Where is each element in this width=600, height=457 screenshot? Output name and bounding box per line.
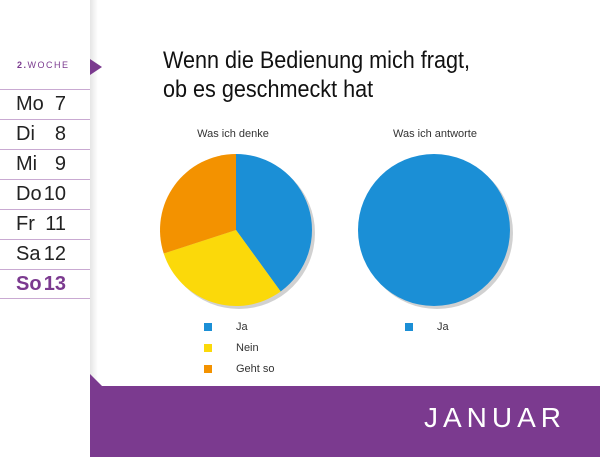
day-name: Mo (16, 93, 44, 115)
month-footer: JANUAR (90, 386, 600, 457)
day-date: 9 (54, 153, 66, 175)
sidebar-shadow (90, 0, 98, 457)
week-label: 2.WOCHE (17, 60, 70, 70)
day-row-mo: Mo 7 (0, 89, 90, 119)
week-number: 2. (17, 60, 28, 70)
legend-item-ja: Ja (204, 316, 275, 337)
day-date: 8 (54, 123, 66, 145)
day-name: Fr (16, 213, 35, 235)
calendar-sidebar: 2.WOCHE Mo 7 Di 8 Mi 9 Do 10 Fr 11 Sa 12 So 13 (0, 0, 90, 457)
legend-swatch (204, 343, 212, 352)
day-date: 10 (43, 183, 66, 205)
legend-item-ja: Ja (405, 316, 449, 337)
legend-think: Ja Nein Geht so (204, 316, 275, 379)
day-row-so-today: So 13 (0, 269, 90, 299)
month-label: JANUAR (423, 402, 566, 433)
day-row-fr: Fr 11 (0, 209, 90, 239)
legend-swatch (204, 322, 212, 331)
legend-answer: Ja (405, 316, 449, 337)
legend-label: Ja (437, 320, 449, 333)
day-row-mi: Mi 9 (0, 149, 90, 179)
day-date: 12 (43, 243, 66, 265)
day-row-do: Do 10 (0, 179, 90, 209)
footer-notch (90, 374, 102, 386)
pie-slice-geht-so (160, 154, 236, 254)
pie-chart-think (160, 154, 315, 309)
day-name: Di (16, 123, 35, 145)
legend-label: Nein (236, 341, 259, 354)
page-title: Wenn die Bedienung mich fragt, ob es ges… (163, 46, 470, 104)
day-name: Do (16, 183, 42, 205)
day-date: 7 (54, 93, 66, 115)
pie-slice-nein (163, 230, 281, 306)
week-word: WOCHE (27, 60, 70, 70)
legend-label: Ja (236, 320, 248, 333)
legend-swatch (204, 364, 212, 373)
day-name: So (16, 272, 42, 295)
title-line-2: ob es geschmeckt hat (163, 76, 374, 103)
day-name: Mi (16, 153, 38, 175)
pie-chart-answer (358, 154, 513, 309)
title-line-1: Wenn die Bedienung mich fragt, (163, 47, 470, 74)
week-arrow-icon (90, 59, 102, 75)
day-row-di: Di 8 (0, 119, 90, 149)
pie-slice-ja (358, 154, 510, 306)
legend-item-geht-so: Geht so (204, 358, 275, 379)
legend-swatch (405, 322, 413, 331)
legend-item-nein: Nein (204, 337, 275, 358)
day-list: Mo 7 Di 8 Mi 9 Do 10 Fr 11 Sa 12 So 13 (0, 89, 90, 299)
day-name: Sa (16, 243, 41, 265)
pie-title-think: Was ich denke (197, 128, 269, 140)
pie-title-answer: Was ich antworte (393, 128, 477, 140)
pie-slice-ja (236, 154, 312, 292)
day-date: 11 (45, 213, 66, 235)
day-date: 13 (43, 272, 66, 295)
day-row-sa: Sa 12 (0, 239, 90, 269)
legend-label: Geht so (236, 362, 275, 375)
